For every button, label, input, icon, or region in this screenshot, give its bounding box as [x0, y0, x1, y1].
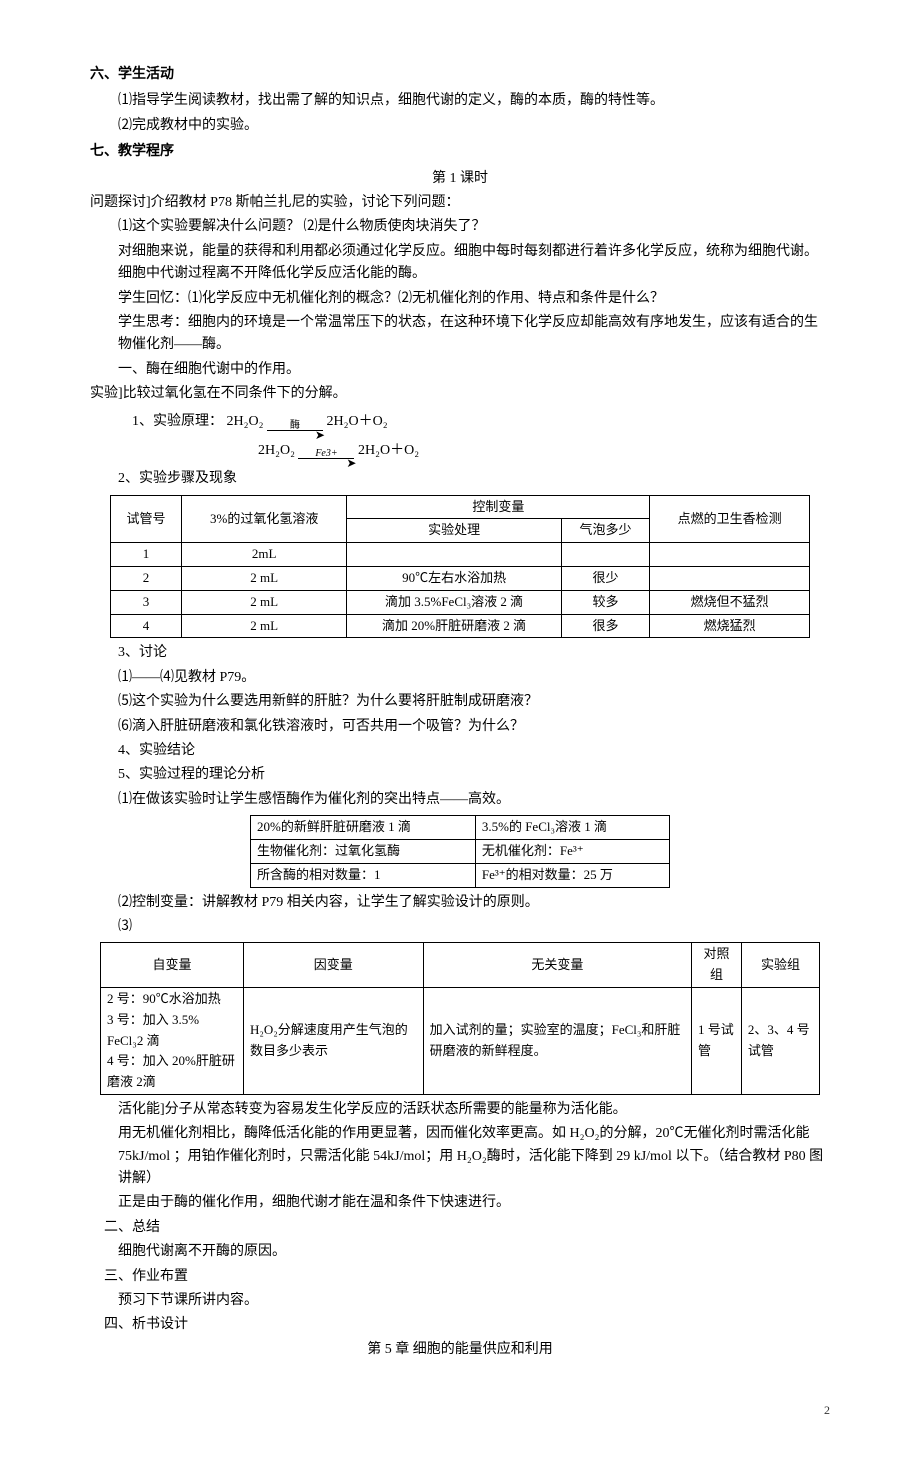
cell: 滴加 20%肝脏研磨液 2 滴 — [347, 614, 561, 638]
th: 自变量 — [101, 943, 244, 988]
th-bubble: 气泡多少 — [561, 519, 650, 543]
sum-h4: 四、析书设计 — [90, 1314, 830, 1336]
cell: 2mL — [181, 543, 347, 567]
th: 无关变量 — [423, 943, 691, 988]
discuss-p2: ⑸这个实验为什么要选用新鲜的肝脏？为什么要将肝脏制成研磨液？ — [90, 691, 830, 713]
ctrl-p2: ⑶ — [90, 916, 830, 938]
sum-h3: 三、作业布置 — [90, 1266, 830, 1288]
th-tube: 试管号 — [111, 495, 182, 543]
p4: 学生回忆：⑴化学反应中无机催化剂的概念？⑵无机催化剂的作用、特点和条件是什么？ — [90, 288, 830, 310]
cell: 2 mL — [181, 567, 347, 591]
cell: 2 mL — [181, 614, 347, 638]
variables-table: 自变量 因变量 无关变量 对照组 实验组 2 号：90℃水浴加热 3 号：加入 … — [100, 942, 820, 1095]
cell: 滴加 3.5%FeCl₃溶液 2 滴 — [347, 590, 561, 614]
cell: 1 — [111, 543, 182, 567]
section-6-heading: 六、学生活动 — [90, 64, 830, 86]
p3: 对细胞来说，能量的获得和利用都必须通过化学反应。细胞中每时每刻都进行着许多化学反… — [90, 241, 830, 286]
cell: 2 号：90℃水浴加热 3 号：加入 3.5% FeCl₃2 滴 4 号：加入 … — [101, 987, 244, 1094]
th: 实验组 — [741, 943, 819, 988]
step-label: 2、实验步骤及现象 — [90, 468, 830, 490]
th: 因变量 — [243, 943, 423, 988]
ctrl-p1: ⑵控制变量：讲解教材 P79 相关内容，让学生了解实验设计的原则。 — [90, 892, 830, 914]
cell: 4 — [111, 614, 182, 638]
comparison-table: 20%的新鲜肝脏研磨液 1 滴 3.5%的 FeCl₃溶液 1 滴 生物催化剂：… — [250, 815, 670, 887]
th-h2o2: 3%的过氧化氢溶液 — [181, 495, 347, 543]
discuss-p1: ⑴——⑷见教材 P79。 — [90, 667, 830, 689]
discuss-p6: ⑴在做该实验时让学生感悟酶作为催化剂的突出特点——高效。 — [90, 789, 830, 811]
cell: 燃烧但不猛烈 — [650, 590, 810, 614]
formula-1: 1、实验原理： 2H₂O₂ 酶 ➤ 2H₂O＋O₂ — [90, 411, 830, 433]
cell: 2、3、4 号试管 — [741, 987, 819, 1094]
cell: 所含酶的相对数量：1 — [251, 863, 476, 887]
f1-right: 2H₂O＋O₂ — [326, 414, 387, 429]
cell: 1 号试管 — [692, 987, 742, 1094]
f2-right: 2H₂O＋O₂ — [358, 443, 419, 458]
discuss-p3: ⑹滴入肝脏研磨液和氯化铁溶液时，可否共用一个吸管？为什么？ — [90, 716, 830, 738]
f1-left: 2H₂O₂ — [227, 414, 264, 429]
cell: 无机催化剂：Fe³⁺ — [475, 839, 669, 863]
th-candle: 点燃的卫生香检测 — [650, 495, 810, 543]
sum-p1: 细胞代谢离不开酶的原因。 — [90, 1241, 830, 1263]
cell: 20%的新鲜肝脏研磨液 1 滴 — [251, 816, 476, 840]
formula-label: 1、实验原理： — [132, 414, 223, 429]
act-p2: 用无机催化剂相比，酶降低活化能的作用更显著，因而催化效率更高。如 H₂O₂的分解… — [90, 1123, 830, 1190]
table-row: 2 2 mL 90℃左右水浴加热 很少 — [111, 567, 810, 591]
exp-title: 实验]比较过氧化氢在不同条件下的分解。 — [90, 383, 830, 405]
cell: 燃烧猛烈 — [650, 614, 810, 638]
experiment-table: 试管号 3%的过氧化氢溶液 控制变量 点燃的卫生香检测 实验处理 气泡多少 1 … — [110, 495, 810, 639]
q1: ⑴这个实验要解决什么问题？ ⑵是什么物质使肉块消失了？ — [90, 216, 830, 238]
act-p3: 正是由于酶的催化作用，细胞代谢才能在温和条件下快速进行。 — [90, 1192, 830, 1214]
cell: 很少 — [561, 567, 650, 591]
cell — [650, 543, 810, 567]
cell — [561, 543, 650, 567]
f2-left: 2H₂O₂ — [258, 443, 295, 458]
th: 对照组 — [692, 943, 742, 988]
intro-line: 问题探讨]介绍教材 P78 斯帕兰扎尼的实验，讨论下列问题： — [90, 192, 830, 214]
cell: 3 — [111, 590, 182, 614]
sec6-p2: ⑵完成教材中的实验。 — [90, 115, 830, 137]
cell: Fe³⁺的相对数量：25 万 — [475, 863, 669, 887]
chapter-title: 第 5 章 细胞的能量供应和利用 — [90, 1339, 830, 1361]
table-row: 3 2 mL 滴加 3.5%FeCl₃溶液 2 滴 较多 燃烧但不猛烈 — [111, 590, 810, 614]
cell — [650, 567, 810, 591]
arrow-icon: Fe3+ ➤ — [298, 450, 354, 451]
lesson-title: 第 1 课时 — [90, 168, 830, 190]
sum-p2: 预习下节课所讲内容。 — [90, 1290, 830, 1312]
cell: 生物催化剂：过氧化氢酶 — [251, 839, 476, 863]
formula-2: 2H₂O₂ Fe3+ ➤ 2H₂O＋O₂ — [90, 440, 830, 462]
table-row: 4 2 mL 滴加 20%肝脏研磨液 2 滴 很多 燃烧猛烈 — [111, 614, 810, 638]
cell: 2 mL — [181, 590, 347, 614]
th-treat: 实验处理 — [347, 519, 561, 543]
table-row: 1 2mL — [111, 543, 810, 567]
p5: 学生思考：细胞内的环境是一个常温常压下的状态，在这种环境下化学反应却能高效有序地… — [90, 312, 830, 357]
sub1: 一、酶在细胞代谢中的作用。 — [90, 359, 830, 381]
cell: 2 — [111, 567, 182, 591]
cell: 90℃左右水浴加热 — [347, 567, 561, 591]
section-7-heading: 七、教学程序 — [90, 141, 830, 163]
cell: 很多 — [561, 614, 650, 638]
discuss-p5: 5、实验过程的理论分析 — [90, 764, 830, 786]
th-ctrl: 控制变量 — [347, 495, 650, 519]
discuss-p4: 4、实验结论 — [90, 740, 830, 762]
sum-h2: 二、总结 — [90, 1217, 830, 1239]
cell: 较多 — [561, 590, 650, 614]
page-number: 2 — [90, 1401, 830, 1420]
sec6-p1: ⑴指导学生阅读教材，找出需了解的知识点，细胞代谢的定义，酶的本质，酶的特性等。 — [90, 90, 830, 112]
cell: 3.5%的 FeCl₃溶液 1 滴 — [475, 816, 669, 840]
cell: 加入试剂的量；实验室的温度；FeCl₃和肝脏研磨液的新鲜程度。 — [423, 987, 691, 1094]
act-p1: 活化能]分子从常态转变为容易发生化学反应的活跃状态所需要的能量称为活化能。 — [90, 1099, 830, 1121]
arrow-icon: 酶 ➤ — [267, 422, 323, 423]
cell — [347, 543, 561, 567]
discuss-h: 3、讨论 — [90, 642, 830, 664]
cell: H₂O₂分解速度用产生气泡的数目多少表示 — [243, 987, 423, 1094]
